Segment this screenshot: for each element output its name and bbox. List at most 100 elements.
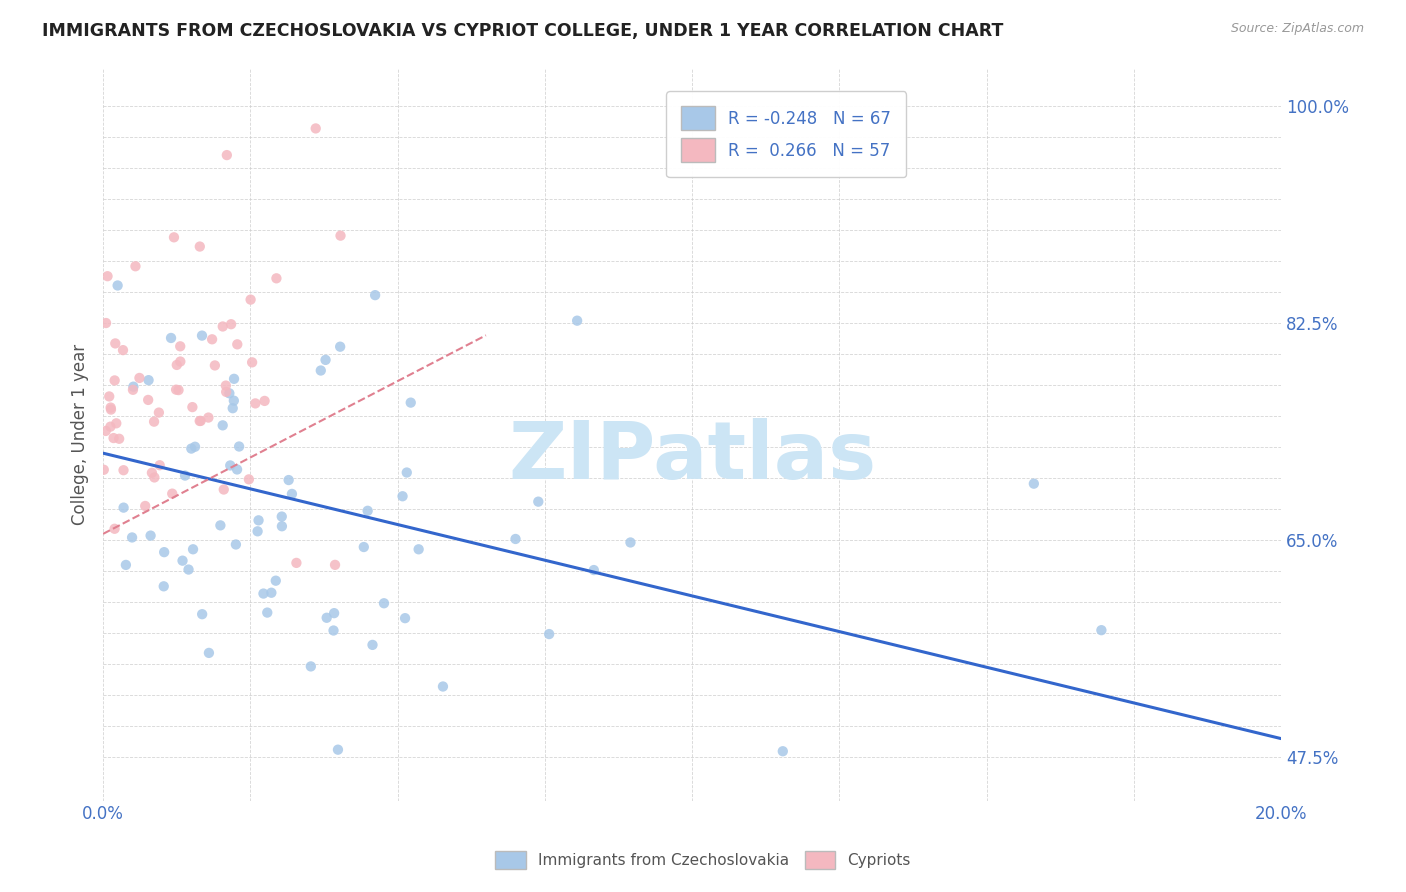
Point xyxy=(197,410,219,425)
Point xyxy=(527,494,550,508)
Point xyxy=(329,340,352,354)
Point xyxy=(215,148,238,162)
Point xyxy=(772,744,794,758)
Point xyxy=(329,228,352,243)
Point xyxy=(184,440,207,454)
Point xyxy=(191,607,214,622)
Point xyxy=(96,269,118,284)
Point xyxy=(122,383,145,397)
Point xyxy=(239,293,262,307)
Point xyxy=(253,393,276,408)
Point xyxy=(169,354,191,368)
Point xyxy=(432,680,454,694)
Point xyxy=(271,519,294,533)
Point xyxy=(172,554,194,568)
Point xyxy=(361,638,384,652)
Point xyxy=(105,417,128,431)
Point xyxy=(104,373,127,387)
Point xyxy=(281,487,304,501)
Point xyxy=(181,400,204,414)
Text: Source: ZipAtlas.com: Source: ZipAtlas.com xyxy=(1230,22,1364,36)
Point xyxy=(219,458,242,473)
Point xyxy=(204,359,226,373)
Point xyxy=(188,239,211,253)
Point xyxy=(322,624,344,638)
Point xyxy=(505,532,527,546)
Point xyxy=(226,337,249,351)
Point xyxy=(222,393,245,408)
Point xyxy=(190,414,212,428)
Point xyxy=(148,406,170,420)
Point xyxy=(309,363,332,377)
Point xyxy=(166,358,188,372)
Point xyxy=(165,383,187,397)
Point xyxy=(139,528,162,542)
Point xyxy=(240,355,263,369)
Point xyxy=(305,121,328,136)
Point xyxy=(149,458,172,473)
Point xyxy=(174,468,197,483)
Point xyxy=(124,259,146,273)
Point xyxy=(211,418,233,433)
Point xyxy=(138,373,160,387)
Point xyxy=(245,396,267,410)
Point xyxy=(266,271,288,285)
Point xyxy=(395,466,418,480)
Point xyxy=(394,611,416,625)
Point xyxy=(100,401,122,415)
Point xyxy=(582,563,605,577)
Point xyxy=(115,558,138,572)
Point xyxy=(191,328,214,343)
Point xyxy=(143,415,166,429)
Point xyxy=(107,278,129,293)
Text: ZIPatlas: ZIPatlas xyxy=(508,417,876,496)
Legend: R = -0.248   N = 67, R =  0.266   N = 57: R = -0.248 N = 67, R = 0.266 N = 57 xyxy=(666,92,905,177)
Point xyxy=(323,558,346,572)
Point xyxy=(364,288,387,302)
Point xyxy=(215,378,238,392)
Point xyxy=(98,389,121,403)
Point xyxy=(169,339,191,353)
Point xyxy=(246,524,269,539)
Point xyxy=(373,596,395,610)
Point xyxy=(299,659,322,673)
Point xyxy=(222,401,245,416)
Point xyxy=(225,537,247,551)
Point xyxy=(219,317,242,331)
Point xyxy=(256,606,278,620)
Point xyxy=(100,419,122,434)
Point xyxy=(211,319,233,334)
Point xyxy=(226,462,249,476)
Point xyxy=(228,440,250,454)
Point xyxy=(167,383,190,397)
Legend: Immigrants from Czechoslovakia, Cypriots: Immigrants from Czechoslovakia, Cypriots xyxy=(489,845,917,875)
Point xyxy=(356,504,378,518)
Point xyxy=(326,742,349,756)
Point xyxy=(260,586,283,600)
Point xyxy=(111,343,134,358)
Point xyxy=(201,332,224,346)
Point xyxy=(152,579,174,593)
Point xyxy=(104,522,127,536)
Point xyxy=(181,542,204,557)
Point xyxy=(112,463,135,477)
Point xyxy=(188,414,211,428)
Point xyxy=(160,331,183,345)
Point xyxy=(1090,623,1112,637)
Point xyxy=(141,466,163,480)
Point xyxy=(215,384,238,399)
Point xyxy=(619,535,641,549)
Point xyxy=(180,442,202,456)
Point xyxy=(153,545,176,559)
Point xyxy=(93,463,115,477)
Point xyxy=(209,518,232,533)
Point xyxy=(264,574,287,588)
Point xyxy=(238,472,260,486)
Point xyxy=(163,230,186,244)
Point xyxy=(315,352,337,367)
Point xyxy=(212,483,235,497)
Point xyxy=(315,611,337,625)
Point xyxy=(103,431,125,445)
Point xyxy=(160,486,183,500)
Point xyxy=(1022,476,1045,491)
